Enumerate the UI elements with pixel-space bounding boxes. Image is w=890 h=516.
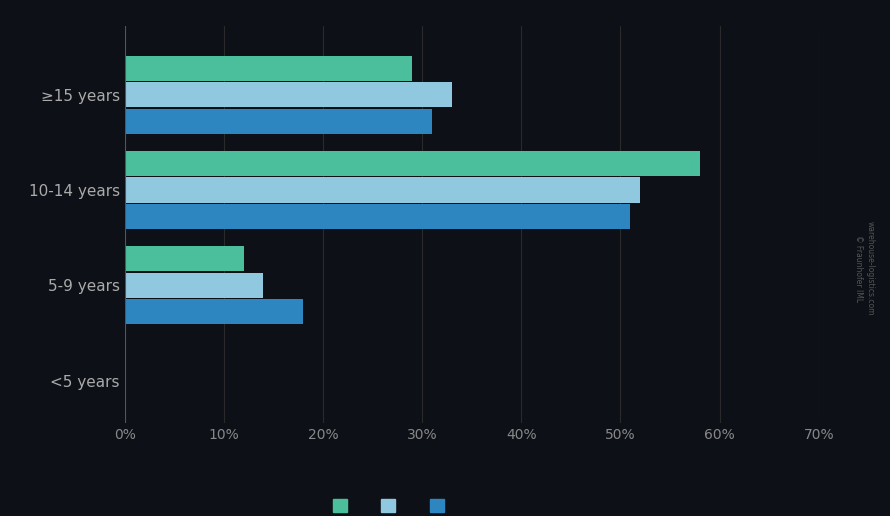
Text: warehouse-logistics.com: warehouse-logistics.com bbox=[866, 221, 875, 316]
Bar bbox=[125, 82, 452, 107]
Bar bbox=[125, 299, 303, 325]
Bar bbox=[125, 273, 263, 298]
Bar bbox=[125, 178, 640, 203]
Legend: , , : , , bbox=[328, 494, 449, 516]
Bar bbox=[125, 151, 700, 176]
Bar bbox=[125, 108, 432, 134]
Bar bbox=[125, 56, 412, 81]
Text: © Fraunhofer IML: © Fraunhofer IML bbox=[854, 235, 863, 302]
Bar bbox=[125, 204, 630, 229]
Bar bbox=[125, 246, 244, 271]
